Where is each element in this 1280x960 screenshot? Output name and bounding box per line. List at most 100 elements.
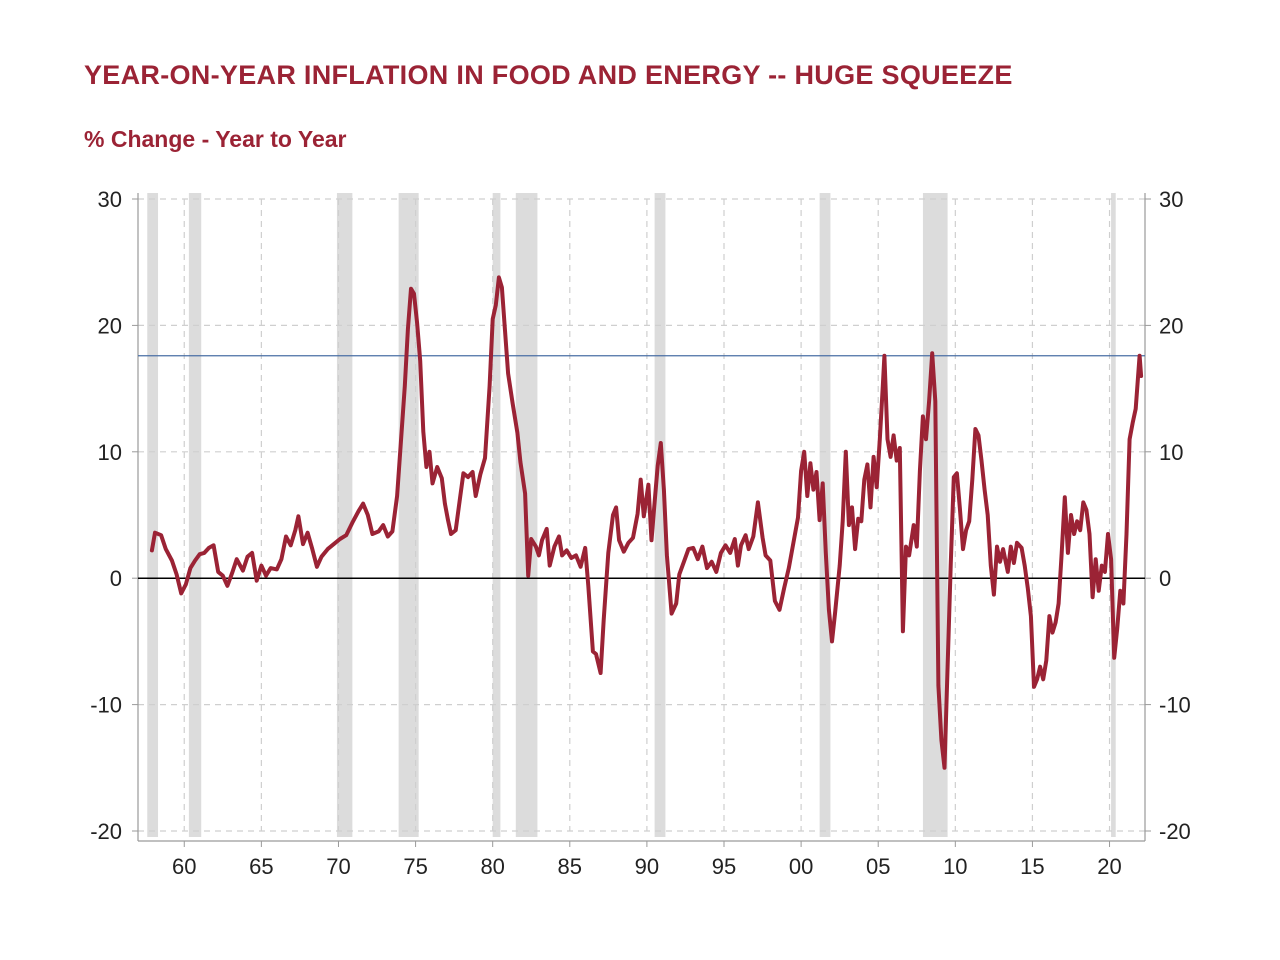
data-point xyxy=(518,460,523,464)
data-point xyxy=(216,570,220,574)
data-point xyxy=(1063,495,1067,499)
data-point xyxy=(578,565,583,569)
data-point xyxy=(332,542,336,546)
x-tick-label: 15 xyxy=(1020,854,1044,879)
data-point xyxy=(802,450,806,454)
data-point xyxy=(461,471,465,475)
data-point xyxy=(882,354,886,358)
data-point xyxy=(1066,551,1070,555)
data-point xyxy=(390,529,395,534)
data-point xyxy=(301,542,305,546)
data-point xyxy=(1075,519,1079,523)
recession-band xyxy=(188,193,202,837)
data-point xyxy=(381,523,385,527)
data-point xyxy=(964,528,968,532)
data-point xyxy=(979,459,984,463)
data-point xyxy=(1118,589,1122,593)
data-point xyxy=(326,547,330,551)
data-point xyxy=(1026,586,1030,590)
data-point xyxy=(548,563,552,568)
data-point xyxy=(760,536,765,540)
data-point xyxy=(808,461,812,465)
data-point xyxy=(569,556,573,560)
data-point xyxy=(915,545,919,549)
data-point xyxy=(833,611,837,616)
y-tick-label-right: 10 xyxy=(1159,440,1183,465)
data-point xyxy=(669,611,674,616)
recession-band xyxy=(492,193,501,837)
data-point xyxy=(241,569,245,573)
grid-lines xyxy=(138,198,1145,832)
data-point xyxy=(193,558,197,563)
chart-title: YEAR-ON-YEAR INFLATION IN FOOD AND ENERG… xyxy=(84,60,1013,90)
data-point xyxy=(844,450,848,454)
data-point xyxy=(306,531,310,535)
data-point xyxy=(491,317,495,321)
data-point xyxy=(756,500,760,504)
data-point xyxy=(881,384,885,388)
data-point xyxy=(446,518,450,522)
data-point xyxy=(198,552,202,556)
data-point xyxy=(319,555,324,559)
recession-band xyxy=(1111,193,1116,837)
recession-band xyxy=(336,193,353,837)
data-point xyxy=(279,557,284,561)
data-point xyxy=(904,545,908,549)
data-point xyxy=(747,547,751,551)
data-point xyxy=(714,570,718,574)
data-point xyxy=(435,465,439,469)
y-tick-label-left: 0 xyxy=(110,566,122,591)
y-tick-label-left: 30 xyxy=(98,187,122,212)
data-point xyxy=(1131,421,1135,425)
data-point xyxy=(376,529,381,534)
data-point xyxy=(488,384,492,388)
data-point xyxy=(764,553,768,558)
data-point xyxy=(805,494,809,498)
data-point xyxy=(1100,563,1104,568)
data-point xyxy=(850,505,854,510)
data-point xyxy=(529,537,533,541)
data-point xyxy=(565,548,569,552)
data-point xyxy=(1103,570,1107,574)
data-point xyxy=(1124,532,1129,536)
data-point xyxy=(1087,532,1092,536)
data-point xyxy=(424,465,428,469)
data-point xyxy=(949,563,953,568)
data-point xyxy=(594,652,598,656)
data-point xyxy=(1078,528,1082,532)
data-point xyxy=(682,560,686,564)
data-point xyxy=(743,533,748,537)
data-point xyxy=(1094,557,1098,561)
recession-band xyxy=(654,193,666,837)
data-point xyxy=(159,533,163,537)
data-point xyxy=(853,547,857,551)
data-point xyxy=(967,519,971,523)
reference-lines xyxy=(138,355,1145,579)
data-point xyxy=(878,437,882,441)
data-point xyxy=(583,546,587,550)
data-point xyxy=(1072,532,1076,536)
y-tick-label-left: 20 xyxy=(98,313,122,338)
data-point xyxy=(865,462,870,467)
data-point xyxy=(523,491,527,496)
x-tick-label: 65 xyxy=(249,854,273,879)
data-point xyxy=(1097,589,1101,593)
data-point xyxy=(1041,677,1045,681)
data-point xyxy=(1090,595,1095,599)
x-tick-label: 20 xyxy=(1097,854,1121,879)
data-point xyxy=(225,584,230,588)
data-point xyxy=(871,455,876,459)
data-point xyxy=(782,586,786,590)
data-point xyxy=(918,469,922,473)
data-point xyxy=(838,563,842,568)
data-point xyxy=(751,534,755,539)
data-point xyxy=(885,437,890,441)
data-point xyxy=(370,532,375,536)
data-point xyxy=(830,639,834,644)
data-point xyxy=(617,538,621,542)
x-tick-label: 10 xyxy=(943,854,967,879)
data-point xyxy=(723,543,728,547)
data-point xyxy=(1012,561,1016,565)
data-point xyxy=(856,517,860,521)
data-point xyxy=(895,459,899,463)
